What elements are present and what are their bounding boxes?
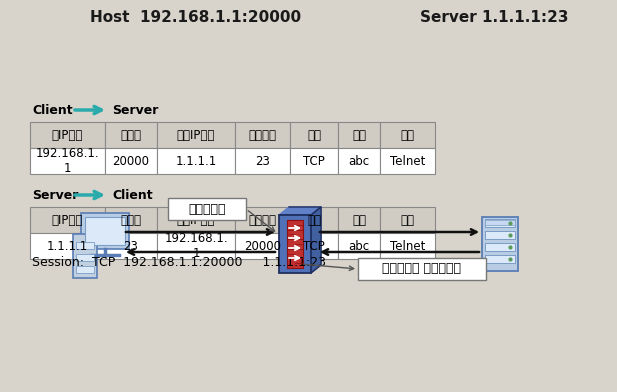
- FancyBboxPatch shape: [482, 217, 518, 271]
- Text: Client: Client: [112, 189, 152, 201]
- Text: 源IP地址: 源IP地址: [52, 129, 83, 142]
- Text: 目的IP地址: 目的IP地址: [177, 214, 215, 227]
- Text: 20000: 20000: [244, 240, 281, 252]
- FancyBboxPatch shape: [73, 234, 97, 278]
- Text: 1.1.1.1: 1.1.1.1: [175, 154, 217, 167]
- FancyBboxPatch shape: [485, 231, 515, 239]
- Text: 192.168.1.
1: 192.168.1. 1: [164, 232, 228, 260]
- FancyBboxPatch shape: [279, 215, 311, 273]
- FancyBboxPatch shape: [290, 148, 338, 174]
- FancyBboxPatch shape: [105, 207, 157, 233]
- Text: abc: abc: [349, 154, 370, 167]
- FancyBboxPatch shape: [338, 207, 380, 233]
- FancyBboxPatch shape: [290, 122, 338, 148]
- FancyBboxPatch shape: [30, 122, 105, 148]
- Text: TCP: TCP: [303, 240, 325, 252]
- Text: 23: 23: [123, 240, 138, 252]
- FancyBboxPatch shape: [105, 233, 157, 259]
- Text: 源端口: 源端口: [120, 129, 141, 142]
- FancyBboxPatch shape: [76, 242, 94, 249]
- Text: TCP: TCP: [303, 154, 325, 167]
- FancyBboxPatch shape: [235, 207, 290, 233]
- Text: Telnet: Telnet: [390, 154, 425, 167]
- FancyBboxPatch shape: [287, 220, 303, 268]
- FancyBboxPatch shape: [485, 255, 515, 263]
- Text: 应用: 应用: [400, 129, 415, 142]
- Text: 用户: 用户: [352, 129, 366, 142]
- FancyBboxPatch shape: [30, 148, 105, 174]
- FancyBboxPatch shape: [105, 122, 157, 148]
- FancyBboxPatch shape: [105, 148, 157, 174]
- FancyBboxPatch shape: [338, 148, 380, 174]
- Text: Server: Server: [112, 103, 159, 116]
- Text: 目的端口: 目的端口: [249, 214, 276, 227]
- FancyBboxPatch shape: [85, 217, 125, 245]
- FancyBboxPatch shape: [485, 220, 515, 225]
- Text: 协议: 协议: [307, 129, 321, 142]
- FancyBboxPatch shape: [338, 122, 380, 148]
- Text: 源端口: 源端口: [120, 214, 141, 227]
- Text: Server 1.1.1.1:23: Server 1.1.1.1:23: [420, 9, 568, 25]
- FancyBboxPatch shape: [235, 148, 290, 174]
- FancyBboxPatch shape: [380, 122, 435, 148]
- Text: 目的端口: 目的端口: [249, 129, 276, 142]
- FancyBboxPatch shape: [76, 254, 94, 261]
- FancyBboxPatch shape: [157, 207, 235, 233]
- Text: 用户: 用户: [352, 214, 366, 227]
- Text: Server: Server: [32, 189, 78, 201]
- Text: 192.168.1.
1: 192.168.1. 1: [36, 147, 99, 175]
- Text: 1.1.1.1: 1.1.1.1: [47, 240, 88, 252]
- FancyBboxPatch shape: [157, 122, 235, 148]
- Text: 协议: 协议: [307, 214, 321, 227]
- FancyBboxPatch shape: [76, 266, 94, 273]
- FancyBboxPatch shape: [380, 148, 435, 174]
- Text: Client: Client: [32, 103, 73, 116]
- Text: Session:  TCP  192.168.1.1:20000     1.1.1.1:23: Session: TCP 192.168.1.1:20000 1.1.1.1:2…: [32, 256, 326, 270]
- FancyBboxPatch shape: [235, 233, 290, 259]
- FancyBboxPatch shape: [168, 198, 246, 220]
- Polygon shape: [311, 207, 321, 273]
- Text: 23: 23: [255, 154, 270, 167]
- FancyBboxPatch shape: [338, 233, 380, 259]
- FancyBboxPatch shape: [485, 243, 515, 251]
- Text: 应用: 应用: [400, 214, 415, 227]
- FancyBboxPatch shape: [30, 233, 105, 259]
- Text: abc: abc: [349, 240, 370, 252]
- Polygon shape: [279, 207, 321, 215]
- Text: 源IP地址: 源IP地址: [52, 214, 83, 227]
- Text: 创建会话表: 创建会话表: [188, 203, 226, 216]
- Text: 命中会话表 该报文通过: 命中会话表 该报文通过: [383, 263, 462, 276]
- Text: 目的IP地址: 目的IP地址: [177, 129, 215, 142]
- FancyBboxPatch shape: [290, 207, 338, 233]
- FancyBboxPatch shape: [0, 0, 617, 182]
- FancyBboxPatch shape: [380, 207, 435, 233]
- FancyBboxPatch shape: [358, 258, 486, 280]
- FancyBboxPatch shape: [485, 219, 515, 227]
- FancyBboxPatch shape: [290, 233, 338, 259]
- FancyBboxPatch shape: [380, 233, 435, 259]
- Text: 20000: 20000: [112, 154, 149, 167]
- Text: Host  192.168.1.1:20000: Host 192.168.1.1:20000: [90, 9, 301, 25]
- FancyBboxPatch shape: [30, 207, 105, 233]
- FancyBboxPatch shape: [157, 148, 235, 174]
- FancyBboxPatch shape: [157, 233, 235, 259]
- Text: Telnet: Telnet: [390, 240, 425, 252]
- FancyBboxPatch shape: [235, 122, 290, 148]
- FancyBboxPatch shape: [81, 213, 129, 249]
